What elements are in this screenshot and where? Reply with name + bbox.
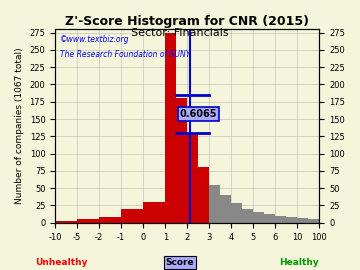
- Text: Sector: Financials: Sector: Financials: [131, 28, 229, 38]
- Text: Healthy: Healthy: [279, 258, 319, 267]
- Text: ©www.textbiz.org: ©www.textbiz.org: [60, 35, 130, 44]
- Y-axis label: Number of companies (1067 total): Number of companies (1067 total): [15, 48, 24, 204]
- Bar: [275, 216, 286, 223]
- Bar: [77, 219, 99, 223]
- Bar: [309, 219, 319, 223]
- Bar: [55, 221, 77, 223]
- Bar: [286, 217, 297, 223]
- Bar: [297, 218, 309, 223]
- Bar: [187, 133, 198, 223]
- Bar: [253, 212, 264, 223]
- Bar: [165, 33, 176, 223]
- Bar: [242, 209, 253, 223]
- Bar: [231, 203, 242, 223]
- Bar: [352, 221, 360, 223]
- Text: Score: Score: [166, 258, 194, 267]
- Bar: [330, 220, 341, 223]
- Bar: [121, 209, 143, 223]
- Bar: [198, 167, 209, 223]
- Bar: [264, 214, 275, 223]
- Bar: [143, 202, 165, 223]
- Text: The Research Foundation of SUNY: The Research Foundation of SUNY: [60, 50, 191, 59]
- Bar: [319, 219, 330, 223]
- Bar: [209, 185, 220, 223]
- Title: Z'-Score Histogram for CNR (2015): Z'-Score Histogram for CNR (2015): [65, 15, 309, 28]
- Text: Unhealthy: Unhealthy: [35, 258, 87, 267]
- Bar: [99, 217, 121, 223]
- Bar: [341, 221, 352, 223]
- Bar: [220, 195, 231, 223]
- Text: 0.6065: 0.6065: [180, 109, 217, 119]
- Bar: [176, 98, 187, 223]
